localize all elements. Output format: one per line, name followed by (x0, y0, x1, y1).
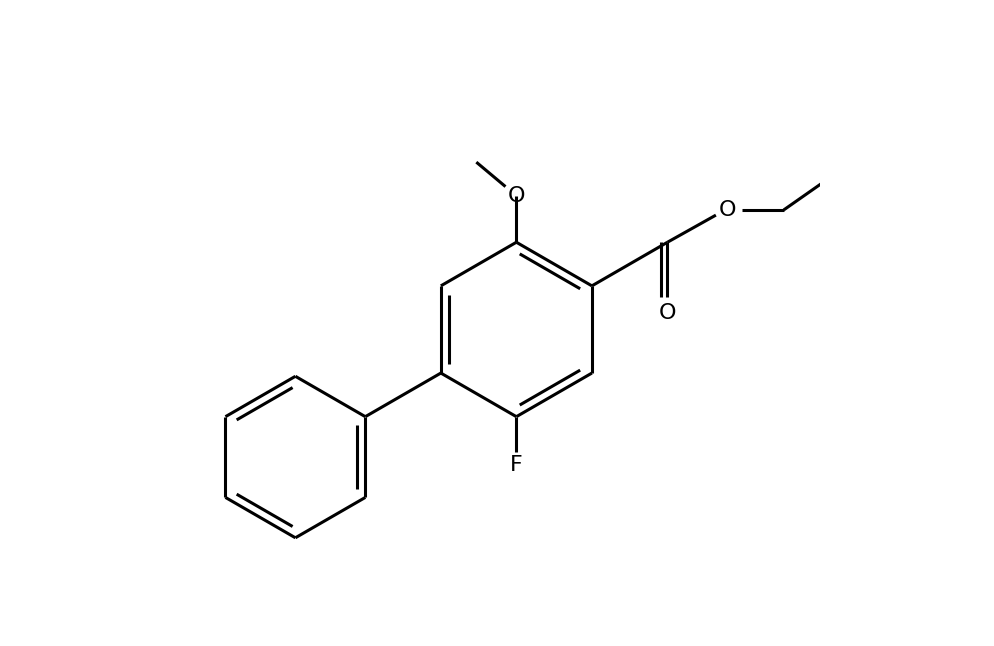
Text: F: F (510, 455, 523, 475)
Text: O: O (659, 304, 676, 323)
Text: O: O (508, 186, 525, 205)
Text: O: O (719, 200, 737, 220)
